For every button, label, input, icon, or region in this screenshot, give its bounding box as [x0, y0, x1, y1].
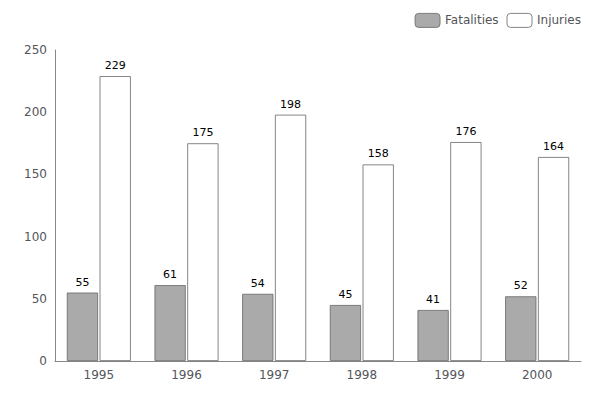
- svg-text:55: 55: [75, 276, 89, 289]
- svg-text:176: 176: [455, 125, 476, 138]
- svg-text:100: 100: [24, 230, 47, 244]
- svg-text:2000: 2000: [522, 368, 553, 382]
- svg-text:198: 198: [280, 98, 301, 111]
- svg-text:0: 0: [39, 354, 47, 368]
- svg-text:1999: 1999: [434, 368, 465, 382]
- svg-text:Injuries: Injuries: [537, 13, 581, 27]
- svg-text:175: 175: [192, 126, 213, 139]
- svg-text:229: 229: [105, 59, 126, 72]
- svg-text:1996: 1996: [171, 368, 202, 382]
- svg-text:150: 150: [24, 167, 47, 181]
- svg-text:1997: 1997: [259, 368, 290, 382]
- svg-text:1998: 1998: [347, 368, 378, 382]
- svg-text:41: 41: [426, 293, 440, 306]
- svg-text:158: 158: [368, 147, 389, 160]
- svg-text:164: 164: [543, 140, 564, 153]
- svg-text:50: 50: [32, 292, 47, 306]
- svg-text:Fatalities: Fatalities: [445, 13, 499, 27]
- svg-text:52: 52: [514, 279, 528, 292]
- svg-text:200: 200: [24, 105, 47, 119]
- svg-text:61: 61: [163, 268, 177, 281]
- svg-text:54: 54: [251, 277, 265, 290]
- svg-text:1995: 1995: [84, 368, 115, 382]
- svg-text:45: 45: [338, 288, 352, 301]
- svg-text:250: 250: [24, 43, 47, 57]
